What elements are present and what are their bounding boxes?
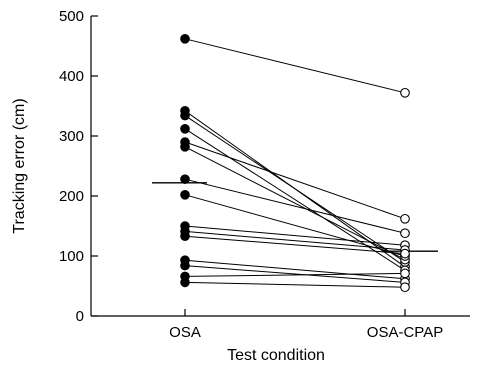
data-point-osa-cpap: [400, 213, 410, 224]
data-point-osa: [180, 142, 190, 152]
y-tick-label: 400: [59, 68, 84, 85]
x-tick-label: OSA: [169, 324, 201, 341]
pair-line: [184, 115, 406, 263]
pair-line: [184, 272, 406, 277]
data-point-osa: [180, 190, 190, 200]
x-axis-label: Test condition: [227, 347, 325, 364]
y-tick-label: 300: [59, 128, 84, 145]
data-point-osa: [180, 277, 190, 288]
data-point-osa-cpap: [400, 87, 410, 98]
data-point-osa-cpap: [400, 268, 410, 279]
pair-line: [184, 230, 406, 251]
data-point-osa-cpap: [400, 282, 410, 293]
pair-line: [184, 146, 406, 261]
axes: 0 100 200 300 400 500 OSA OSA-CPAP: [59, 8, 470, 341]
data-point-osa-cpap: [400, 248, 410, 259]
y-tick-label: 100: [59, 248, 84, 265]
pair-line: [184, 178, 406, 234]
pair-line: [184, 128, 406, 271]
data-point-osa: [180, 34, 190, 44]
data-point-osa: [180, 231, 190, 241]
pair-line: [184, 38, 406, 94]
pair-line: [184, 225, 406, 246]
pair-lines: [184, 38, 406, 288]
pair-line: [184, 235, 406, 255]
y-tick-label: 500: [59, 8, 84, 25]
x-tick-label: OSA-CPAP: [367, 324, 443, 341]
data-points: [180, 34, 410, 293]
data-point-osa-cpap: [400, 228, 410, 239]
pair-line: [184, 194, 406, 257]
pair-line: [184, 141, 406, 220]
data-point-osa: [180, 174, 190, 184]
pair-line: [184, 259, 406, 280]
data-point-osa: [180, 110, 190, 121]
y-axis-label: Tracking error (cm): [11, 98, 28, 233]
y-tick-label: 200: [59, 188, 84, 205]
data-point-osa: [180, 124, 190, 134]
y-tick-label: 0: [76, 308, 84, 325]
pair-line: [184, 265, 406, 283]
data-point-osa: [180, 260, 190, 271]
pair-line: [184, 281, 406, 288]
mean-bars: [152, 182, 438, 252]
